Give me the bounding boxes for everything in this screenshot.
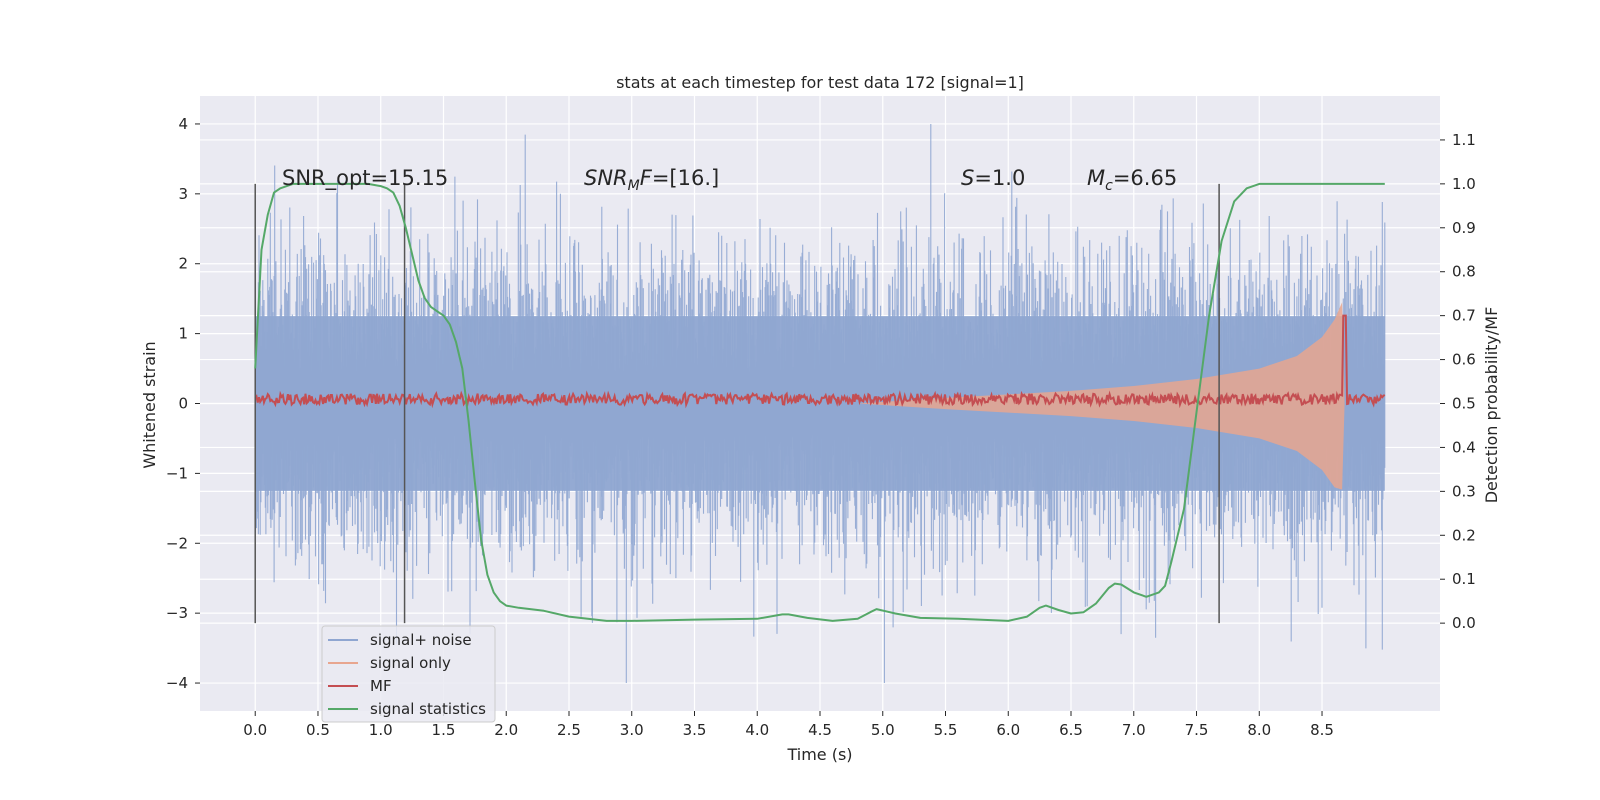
annotation-mc-symbol: M (1087, 166, 1105, 190)
series-mf (254, 314, 1386, 409)
y-tick-label: 1 (178, 325, 188, 343)
legend-label-signal-noise: signal+ noise (370, 631, 472, 649)
x-tick-label: 4.5 (808, 721, 832, 739)
x-tick-label: 0.5 (306, 721, 330, 739)
annotation-snr-mf-subscript: M (628, 178, 640, 194)
plot-content (254, 124, 1386, 683)
legend: signal+ noise signal only MF signal stat… (321, 625, 496, 723)
annotation-mc-subscript: c (1105, 178, 1113, 194)
x-tick-label: 8.5 (1310, 721, 1334, 739)
x-tick-label: 6.5 (1059, 721, 1083, 739)
y2-tick-label: 0.5 (1452, 395, 1476, 413)
y2-tick-label: 0.2 (1452, 526, 1476, 544)
x-tick-label: 7.0 (1122, 721, 1146, 739)
x-tick-label: 8.0 (1247, 721, 1271, 739)
y-tick-label: −3 (166, 604, 188, 622)
y2-tick-label: 0.1 (1452, 570, 1476, 588)
x-tick-label: 0.0 (243, 721, 267, 739)
y2-axis-ticks: 0.0 0.1 0.2 0.3 0.4 0.5 0.6 0.7 0.8 0.9 1.0 1.1 (1440, 131, 1476, 632)
y2-tick-label: 0.3 (1452, 482, 1476, 500)
annotation-snr-mf: SNRMF=[16.] (584, 166, 719, 194)
annotation-snr-mf-symbol: SNR (584, 166, 628, 190)
annotation-s-value: =1.0 (974, 166, 1025, 190)
y-tick-label: 2 (178, 255, 188, 273)
y2-tick-label: 0.6 (1452, 351, 1476, 369)
x-tick-label: 7.5 (1185, 721, 1209, 739)
y2-tick-label: 0.9 (1452, 219, 1476, 237)
annotation-snr-mf-symbol-2: F (640, 166, 653, 190)
signal-only-envelope (857, 302, 1345, 490)
legend-label-signal-statistics: signal statistics (370, 700, 486, 718)
legend-label-mf: MF (370, 677, 392, 695)
y2-tick-label: 0.4 (1452, 438, 1476, 456)
y2-tick-label: 1.1 (1452, 131, 1476, 149)
annotation-mc: Mc=6.65 (1087, 166, 1177, 194)
x-axis-title: Time (s) (786, 745, 852, 764)
y2-tick-label: 0.7 (1452, 307, 1476, 325)
y-tick-label: 4 (178, 115, 188, 133)
mf-trace (254, 314, 1386, 409)
x-tick-label: 1.5 (432, 721, 456, 739)
x-tick-label: 6.0 (996, 721, 1020, 739)
y-tick-label: 0 (178, 395, 188, 413)
x-tick-label: 2.0 (494, 721, 518, 739)
x-tick-label: 5.0 (871, 721, 895, 739)
x-tick-label: 5.5 (934, 721, 958, 739)
y-tick-label: −2 (166, 534, 188, 552)
chart-title: stats at each timestep for test data 172… (616, 73, 1024, 92)
series-signal-statistics (254, 182, 1385, 622)
x-tick-label: 4.0 (745, 721, 769, 739)
legend-box (321, 625, 496, 723)
series-signal-only (857, 302, 1345, 490)
x-tick-label: 2.5 (557, 721, 581, 739)
x-tick-label: 3.5 (683, 721, 707, 739)
annotation-s-symbol: S (961, 166, 974, 190)
y2-axis-title: Detection probability/MF (1482, 307, 1501, 504)
legend-label-signal-only: signal only (370, 654, 451, 672)
annotation-s: S=1.0 (961, 166, 1025, 190)
y-tick-label: −1 (166, 464, 188, 482)
x-tick-label: 3.0 (620, 721, 644, 739)
y-tick-label: −4 (166, 674, 188, 692)
x-axis-ticks: 0.0 0.5 1.0 1.5 2.0 2.5 3.0 3.5 4.0 4.5 5.0 5.5 6.0 6… (243, 711, 1334, 739)
y2-tick-label: 1.0 (1452, 175, 1476, 193)
y-axis-title: Whitened strain (140, 341, 159, 468)
y-axis-ticks: −4 −3 −2 −1 0 1 2 3 4 (166, 115, 200, 692)
y2-tick-label: 0.0 (1452, 614, 1476, 632)
y-tick-label: 3 (178, 185, 188, 203)
x-tick-label: 1.0 (369, 721, 393, 739)
annotation-snr-opt: SNR_opt=15.15 (282, 166, 448, 191)
annotation-snr-mf-value: =[16.] (652, 166, 719, 190)
y2-tick-label: 0.8 (1452, 263, 1476, 281)
annotation-mc-value: =6.65 (1113, 166, 1177, 190)
signal-statistics-line (254, 182, 1385, 622)
